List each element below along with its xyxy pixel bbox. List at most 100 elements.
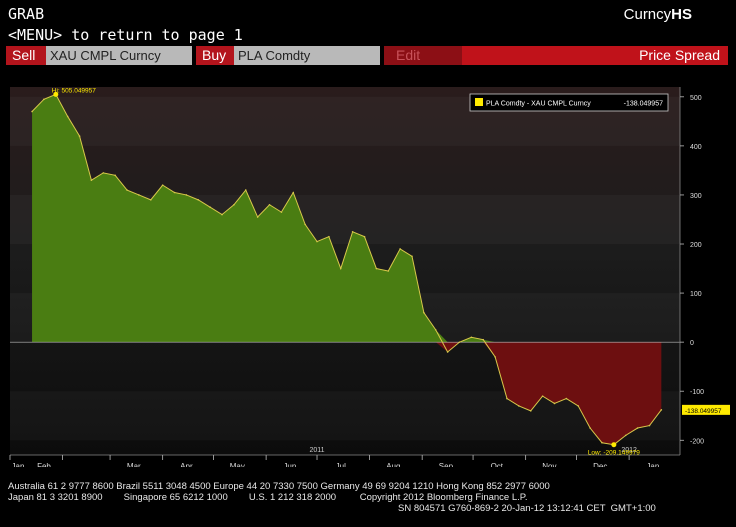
x-year-label: 2012 [621, 447, 637, 454]
x-tick-label: Jun [283, 462, 296, 467]
data-point [565, 397, 568, 400]
last-value-label: -138.049957 [685, 408, 722, 415]
data-point [387, 270, 390, 272]
legend-box [469, 93, 669, 112]
data-point [601, 441, 603, 444]
x-tick-label: Jan [12, 462, 25, 467]
data-point [185, 194, 188, 196]
data-point [553, 402, 556, 405]
data-point [209, 206, 211, 209]
data-point [375, 267, 378, 270]
y-tick-label: 100 [690, 291, 702, 298]
high-marker [53, 91, 59, 97]
legend-swatch [475, 98, 483, 106]
data-point [636, 427, 639, 429]
data-point [280, 211, 283, 213]
data-point [138, 194, 140, 196]
data-point [197, 199, 200, 201]
data-point [244, 189, 247, 191]
data-point [114, 174, 116, 177]
data-point [126, 189, 128, 191]
data-point [446, 351, 449, 353]
data-point [624, 434, 627, 437]
data-point [482, 338, 485, 341]
x-tick-label: Feb [37, 462, 51, 467]
footer-line-3: SN 804571 G760-869-2 20-Jan-12 13:12:41 … [398, 503, 656, 514]
x-tick-label: Oct [491, 462, 504, 467]
x-tick-label: Nov [542, 462, 556, 467]
x-tick-label: Aug [386, 462, 400, 467]
data-point [339, 267, 342, 270]
data-point [31, 110, 33, 113]
data-point [233, 203, 235, 206]
data-point [458, 341, 461, 343]
edit-button[interactable]: Edit [384, 46, 462, 65]
x-tick-label: Jan [646, 462, 659, 467]
data-point [648, 424, 651, 427]
data-point [494, 356, 496, 358]
x-tick-label: Mar [127, 462, 141, 467]
low-label: Low: -209.149979 [588, 450, 640, 457]
data-point [292, 191, 295, 194]
x-tick-label: May [230, 462, 245, 467]
series-line [31, 93, 662, 446]
data-point [363, 235, 366, 238]
y-tick-label: -100 [690, 389, 704, 396]
menu-hint[interactable]: <MENU> to return to page 1 [8, 26, 243, 44]
sell-security-field[interactable]: XAU CMPL Curncy [46, 46, 192, 65]
low-marker [611, 442, 617, 448]
function-title-prefix: Curncy [623, 6, 672, 23]
y-tick-label: 0 [690, 340, 694, 347]
x-year-label: 2011 [309, 447, 324, 454]
data-point [577, 405, 580, 407]
data-point [470, 336, 473, 339]
data-point [589, 427, 591, 429]
grab-label: GRAB [8, 5, 45, 23]
data-point [102, 172, 105, 174]
footer-line-2: Japan 81 3 3201 8900 Singapore 65 6212 1… [8, 492, 528, 503]
data-point [518, 405, 520, 407]
data-point [43, 98, 45, 101]
y-tick-label: 500 [690, 95, 702, 102]
data-point [423, 311, 425, 314]
negative-area [32, 342, 662, 445]
x-tick-label: Jul [336, 462, 346, 467]
data-point [221, 213, 223, 216]
data-point [78, 135, 81, 137]
data-point [529, 410, 532, 412]
data-point [328, 235, 330, 238]
function-title: CurncyHS [624, 6, 692, 23]
positive-area [32, 94, 662, 343]
x-tick-label: Apr [180, 462, 193, 467]
data-point [351, 230, 354, 233]
y-tick-label: 400 [690, 144, 702, 151]
y-tick-label: 200 [690, 242, 702, 249]
price-spread-button[interactable]: Price Spread [462, 46, 728, 65]
data-point [304, 223, 306, 226]
high-label: Hi: 505.049957 [52, 87, 96, 94]
data-point [90, 179, 93, 182]
data-point [161, 184, 164, 186]
buy-security-field[interactable]: PLA Comdty [234, 46, 380, 65]
data-point [660, 409, 663, 411]
x-tick-label: Dec [593, 462, 607, 467]
last-value-flag [682, 404, 730, 415]
data-point [411, 255, 413, 258]
legend-value: -138.049957 [624, 101, 663, 108]
footer-line-1: Australia 61 2 9777 8600 Brazil 5511 304… [8, 481, 550, 492]
data-point [506, 397, 508, 400]
legend-entry: PLA Comdty - XAU CMPL Curncy [486, 101, 591, 108]
data-point [66, 115, 69, 118]
buy-label: Buy [196, 46, 234, 65]
data-point [316, 240, 318, 243]
data-point [399, 248, 401, 250]
y-tick-label: -200 [690, 438, 704, 445]
spread-chart: 500 400 300 200 100 0 -100 -200 Jan Feb Mar Apr May… [9, 87, 730, 467]
data-point [256, 216, 259, 218]
data-point [541, 395, 544, 397]
sell-label: Sell [6, 46, 46, 65]
data-point [434, 329, 437, 331]
data-point [149, 199, 152, 201]
x-tick-label: Sep [439, 462, 454, 467]
function-title-bold: HS [671, 6, 692, 23]
